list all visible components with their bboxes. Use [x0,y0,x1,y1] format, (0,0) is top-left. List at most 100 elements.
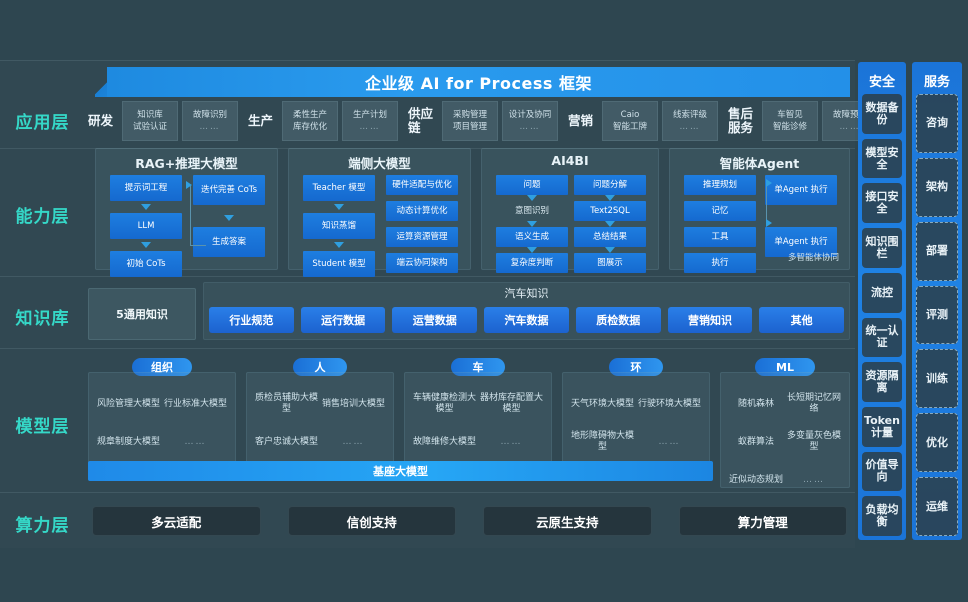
capability-box[interactable]: 单Agent 执行 [765,175,837,205]
application-cell[interactable]: 柔性生产 库存优化 [282,101,338,141]
compute-chip[interactable]: 多云适配 [92,506,261,536]
model-cell: 器材库存配置大模型 [479,393,543,414]
capability-box[interactable]: 端云协同架构 [386,253,458,273]
capability-box[interactable]: 记忆 [684,201,756,221]
service-item[interactable]: 部署 [916,221,958,281]
model-cell: 质检员辅助大模型 [254,393,318,414]
application-cell[interactable]: 车智见 智能诊修 [762,101,818,141]
application-cell-bottom: 库存优化 [292,122,327,132]
security-item[interactable]: 负载均衡 [862,496,902,537]
application-cell[interactable]: Caio 智能工牌 [602,101,658,141]
capability-box[interactable]: 问题 [496,175,568,195]
model-group-0: 组织 风险管理大模型 行业标准大模型 规章制度大模型 …… [88,358,236,476]
model-group-pill[interactable]: 环 [609,358,663,376]
application-group-title: 供应链 [408,106,434,135]
model-cell: 天气环境大模型 [570,398,634,409]
security-item[interactable]: 统一认证 [862,317,902,358]
capability-panel-title: AI4BI [551,153,589,168]
knowledge-chip[interactable]: 营销知识 [667,307,753,333]
application-cell[interactable]: 生产计划 …… [342,101,398,141]
knowledge-chip[interactable]: 运行数据 [300,307,386,333]
flow-arrow-down-icon [527,247,537,253]
security-item[interactable]: 价值导向 [862,451,902,492]
capability-box[interactable]: 语义生成 [496,227,568,247]
capability-box[interactable]: 生成答案 [193,227,265,257]
application-cell[interactable]: 知识库 试验认证 [122,101,178,141]
application-cell-bottom: …… [679,122,701,132]
capability-panel-title: 端侧大模型 [348,156,411,171]
capability-box[interactable]: 初始 CoTs [110,251,182,277]
capability-box[interactable]: Student 模型 [303,251,375,277]
security-item[interactable]: 资源隔离 [862,362,902,402]
framework-header: 企业级 AI for Process 框架 [95,67,850,97]
application-cells: 采购管理 项目管理 设计及协同…… [442,101,558,141]
capability-box[interactable]: LLM [110,213,182,239]
capability-box[interactable]: 执行 [684,253,756,273]
flow-arrow-down-icon [224,215,234,221]
flow-arrow-down-icon [605,195,615,201]
security-item[interactable]: 知识围栏 [862,228,902,268]
layer-label-knowledge: 知识库 [15,309,70,329]
model-group-pill[interactable]: 组织 [132,358,192,376]
security-column-header: 安全 [868,74,895,90]
service-item[interactable]: 训练 [916,349,958,409]
knowledge-chip[interactable]: 行业规范 [209,307,294,333]
compute-chip[interactable]: 云原生支持 [483,506,652,536]
model-group-pill[interactable]: 人 [293,358,347,376]
capability-box[interactable]: 硬件适配与优化 [386,175,458,195]
service-item[interactable]: 运维 [916,477,958,537]
flow-arrow-down-icon [334,242,344,248]
service-item[interactable]: 架构 [916,157,958,217]
capability-box[interactable]: 运算资源管理 [386,227,458,247]
service-item[interactable]: 评测 [916,285,958,345]
model-group-body: 随机森林 长短期记忆网络 蚁群算法 多变量灰色模型 近似动态规划 …… [720,372,850,488]
model-group-pill[interactable]: 车 [451,358,505,376]
capability-box[interactable]: 提示词工程 [110,175,182,201]
knowledge-chip[interactable]: 汽车数据 [484,307,569,333]
capability-box[interactable]: 知识蒸馏 [303,213,375,239]
compute-chip[interactable]: 算力管理 [678,506,847,536]
application-cell[interactable]: 设计及协同 …… [502,101,558,141]
security-item[interactable]: 接口安全 [862,183,902,224]
capability-box[interactable]: 工具 [684,227,756,247]
security-item[interactable]: 模型安全 [862,138,902,179]
application-group-title: 营销 [568,113,594,128]
capability-box[interactable]: 问题分解 [574,175,646,195]
capability-box[interactable]: 迭代完善 CoTs [193,175,265,205]
capability-panel-title: RAG+推理大模型 [135,156,238,171]
application-cell[interactable]: 采购管理 项目管理 [442,101,498,141]
model-group-3: 环天气环境大模型 行驶环境大模型 地形障碍物大模型 …… [562,358,710,476]
application-cell[interactable]: 线索评级 …… [662,101,718,141]
security-item[interactable]: 数据备份 [862,94,902,134]
knowledge-chip[interactable]: 运营数据 [392,307,478,333]
knowledge-chip[interactable]: 质检数据 [575,307,661,333]
capability-box[interactable]: 推理规划 [684,175,756,195]
band-knowledge [0,276,855,348]
security-item[interactable]: Token计量 [862,406,902,447]
capability-box[interactable]: Text2SQL [574,201,646,221]
knowledge-chip[interactable]: 其他 [759,307,845,333]
capability-box[interactable]: Teacher 模型 [303,175,375,201]
knowledge-chip-list: 行业规范 运行数据 运营数据 汽车数据 质检数据 营销知识 其他 [209,307,845,333]
model-cell: …… [658,436,681,447]
security-item[interactable]: 流控 [862,272,902,313]
model-group-pill[interactable]: ML [755,358,815,376]
capability-box[interactable]: 单Agent 执行 [765,227,837,257]
model-group-body: 车辆健康检测大模型 器材库存配置大模型 故障维修大模型 …… [404,372,552,476]
model-cell: 地形障碍物大模型 [570,431,634,452]
capability-box[interactable]: 动态计算优化 [386,201,458,221]
application-cell-top: 故障识别 [192,110,227,120]
application-cell-top: 知识库 [137,110,163,120]
capability-box[interactable]: 图展示 [574,253,646,273]
service-item[interactable]: 咨询 [916,94,958,153]
flow-arrow-down-icon [334,204,344,210]
capability-box[interactable]: 总结结果 [574,227,646,247]
application-cell[interactable]: 故障识别 …… [182,101,238,141]
capability-box[interactable]: 复杂度判断 [496,253,568,273]
service-item[interactable]: 优化 [916,413,958,473]
capability-box[interactable]: 意图识别 [514,206,549,216]
model-group-2: 车车辆健康检测大模型 器材库存配置大模型 故障维修大模型 …… [404,358,552,476]
flow-arrow-down-icon [141,204,151,210]
compute-chip[interactable]: 信创支持 [287,506,456,536]
application-group-0: 研发 知识库 试验认证 故障识别…… [88,100,238,142]
